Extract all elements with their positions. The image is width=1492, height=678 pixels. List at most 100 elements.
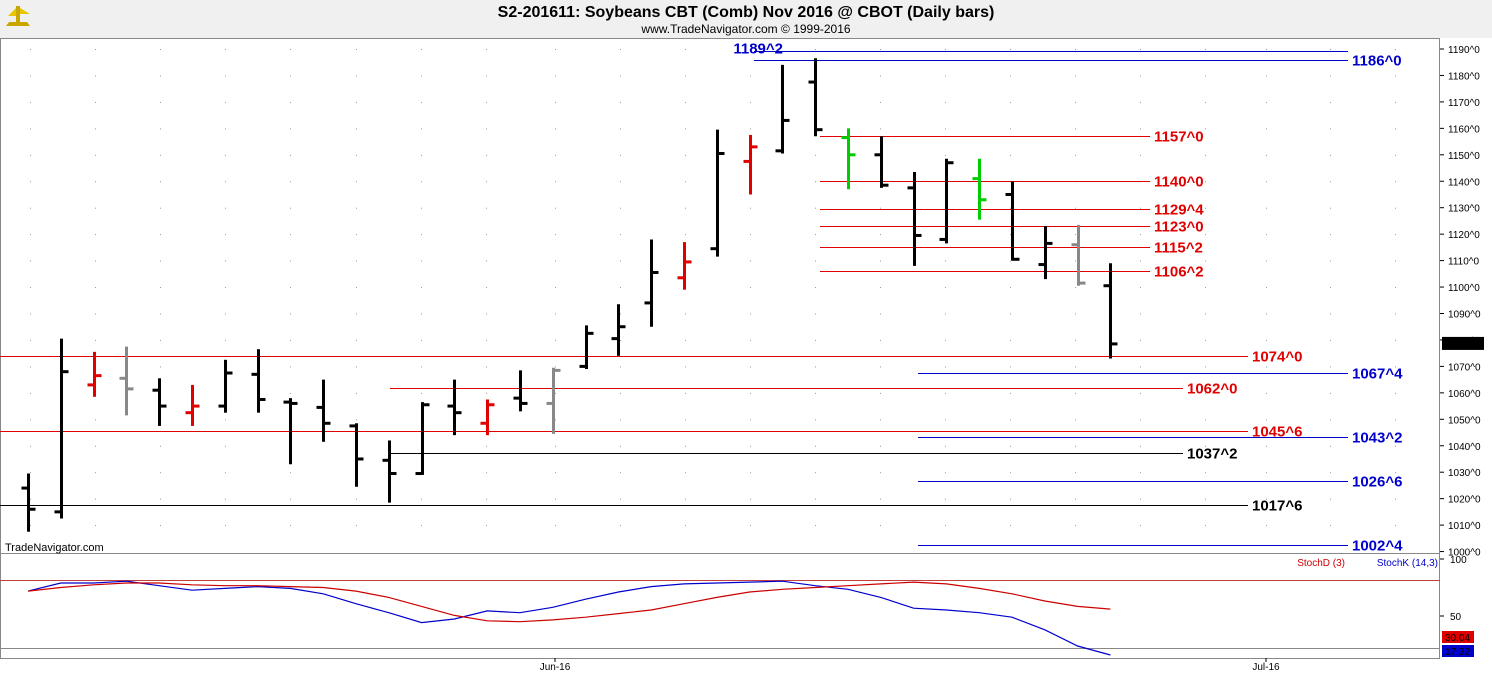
grid-dot: [815, 498, 816, 500]
grid-dot: [945, 101, 946, 103]
grid-dot: [815, 525, 816, 527]
grid-dot: [421, 234, 422, 236]
grid-dot: [290, 525, 291, 527]
current-price-box: [1442, 336, 1484, 350]
grid-dot: [95, 339, 96, 341]
grid-dot: [356, 101, 357, 103]
grid-dot: [1010, 128, 1011, 130]
grid-dot: [1330, 392, 1331, 394]
price-tick-label: 1160^0: [1448, 124, 1480, 135]
grid-dot: [356, 498, 357, 500]
grid-dot: [1075, 234, 1076, 236]
grid-dot: [1010, 419, 1011, 421]
grid-dot: [160, 445, 161, 447]
grid-dot: [555, 128, 556, 130]
price-tick-label: 1010^0: [1448, 521, 1481, 532]
grid-dot: [685, 154, 686, 156]
grid-dot: [685, 207, 686, 209]
stoch-d-value: 30.04: [1445, 633, 1470, 644]
grid-dot: [421, 498, 422, 500]
grid-dot: [160, 49, 161, 50]
price-tick-label: 1090^0: [1448, 310, 1481, 321]
grid-dot: [750, 366, 751, 368]
grid-dot: [421, 525, 422, 527]
grid-dot: [815, 207, 816, 209]
grid-dot: [1010, 472, 1011, 474]
grid-dot: [620, 313, 621, 315]
grid-dot: [750, 339, 751, 341]
grid-dot: [1010, 498, 1011, 500]
level-label: 1140^0: [1154, 174, 1204, 191]
level-label: 1123^0: [1154, 219, 1204, 236]
grid-dot: [225, 101, 226, 103]
current-price-label: 1078^4: [1445, 339, 1478, 350]
level-label: 1002^4: [1352, 538, 1403, 555]
grid-dot: [160, 207, 161, 209]
grid-dot: [750, 472, 751, 474]
grid-dot: [1330, 525, 1331, 527]
grid-dot: [880, 260, 881, 262]
grid-dot: [685, 366, 686, 368]
grid-dot: [620, 445, 621, 447]
grid-dot: [290, 75, 291, 77]
grid-dot: [1010, 75, 1011, 77]
grid-dot: [1010, 445, 1011, 447]
grid-dot: [225, 445, 226, 447]
stoch-d-legend: StochD (3): [1297, 558, 1345, 569]
grid-dot: [1266, 445, 1267, 447]
grid-dot: [421, 49, 422, 50]
grid-dot: [160, 181, 161, 183]
level-label: 1106^2: [1154, 264, 1204, 281]
grid-dot: [555, 75, 556, 77]
grid-dot: [1140, 525, 1141, 527]
grid-dot: [1330, 75, 1331, 77]
grid-dot: [750, 101, 751, 103]
grid-dot: [555, 419, 556, 421]
grid-dot: [1395, 339, 1396, 341]
grid-dot: [1395, 525, 1396, 527]
grid-dot: [356, 234, 357, 236]
grid-dot: [1075, 366, 1076, 368]
chart-title: S2-201611: Soybeans CBT (Comb) Nov 2016 …: [498, 4, 995, 21]
grid-dot: [1205, 287, 1206, 289]
grid-dot: [486, 75, 487, 77]
grid-dot: [815, 366, 816, 368]
grid-dot: [290, 234, 291, 236]
grid-dot: [1075, 287, 1076, 289]
grid-dot: [945, 154, 946, 156]
grid-dot: [356, 366, 357, 368]
grid-dot: [815, 234, 816, 236]
grid-dot: [421, 287, 422, 289]
grid-dot: [421, 128, 422, 130]
grid-dot: [555, 498, 556, 500]
grid-dot: [486, 207, 487, 209]
ohlc-bars: [21, 58, 1118, 532]
grid-dot: [225, 525, 226, 527]
grid-dot: [30, 49, 31, 50]
price-tick-label: 1100^0: [1448, 283, 1480, 294]
grid-dot: [160, 287, 161, 289]
price-tick-label: 1190^0: [1448, 45, 1480, 56]
grid-dot: [815, 154, 816, 156]
grid-dot: [815, 287, 816, 289]
level-label: 1074^0: [1252, 349, 1302, 366]
grid-dot: [685, 49, 686, 50]
grid-dot: [1330, 313, 1331, 315]
grid-dot: [1330, 419, 1331, 421]
grid-dot: [555, 366, 556, 368]
grid-dot: [95, 207, 96, 209]
grid-dot: [421, 181, 422, 183]
grid-dot: [880, 472, 881, 474]
grid-dot: [1140, 154, 1141, 156]
grid-dot: [815, 313, 816, 315]
grid-dot: [1010, 392, 1011, 394]
price-tick-label: 1130^0: [1448, 204, 1480, 215]
grid-dot: [555, 234, 556, 236]
grid-dot: [1266, 181, 1267, 183]
grid-dot: [945, 525, 946, 527]
grid-dot: [290, 472, 291, 474]
grid-dot: [1140, 339, 1141, 341]
stoch-panel-border: [0, 553, 1440, 659]
grid-dot: [30, 445, 31, 447]
grid-dot: [555, 49, 556, 50]
